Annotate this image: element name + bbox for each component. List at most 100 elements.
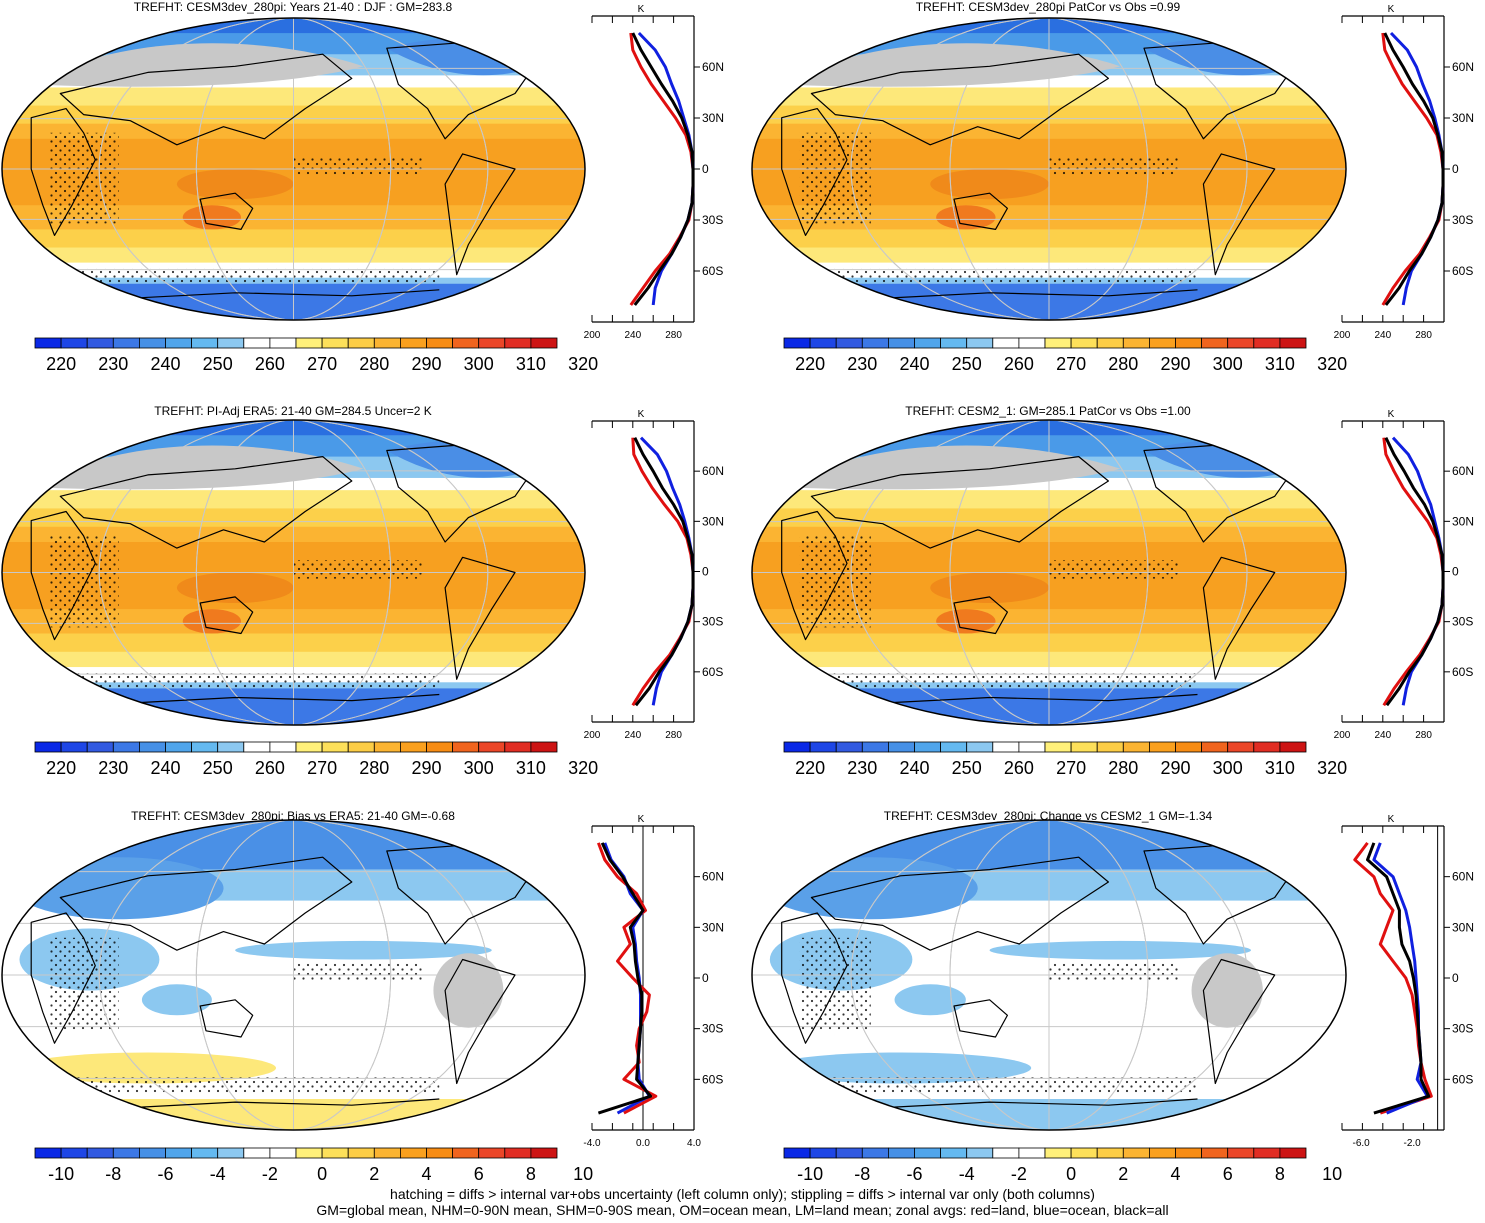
cold-land-region: [31, 43, 364, 87]
map-field: [752, 820, 1346, 1130]
stippling: [48, 132, 119, 224]
zonal-all-line: [1366, 842, 1431, 1115]
colorbar-swatch: [530, 1147, 558, 1159]
colorbar-swatch: [373, 337, 401, 349]
colorbar-swatch: [1044, 1147, 1072, 1159]
zonal-lat-label: 30S: [702, 615, 723, 629]
colorbar-swatch: [426, 741, 454, 753]
colorbar-swatch: [1253, 337, 1281, 349]
graticule-line: [195, 18, 392, 320]
colorbar-swatch: [1227, 337, 1255, 349]
stippling: [781, 673, 1198, 689]
colorbar-swatch: [426, 337, 454, 349]
colorbar-tick-label: 230: [98, 354, 128, 374]
colorbar-swatch: [835, 337, 863, 349]
stippling: [293, 156, 422, 176]
coastline: [199, 999, 254, 1038]
colorbar-tick-label: 2: [1118, 1164, 1128, 1184]
cold-land-region: [781, 43, 1121, 87]
colorbar-tick-label: 220: [795, 354, 825, 374]
stippling: [781, 1077, 1198, 1093]
colorbar-swatch: [347, 337, 375, 349]
colorbar-tick-label: 290: [411, 758, 441, 778]
colorbar-tick-label: 300: [1213, 758, 1243, 778]
colorbar-swatch: [992, 741, 1020, 753]
colorbar-swatch: [112, 1147, 140, 1159]
colorbar-swatch: [1175, 1147, 1203, 1159]
warm-pool: [182, 609, 242, 634]
colorbar-swatch: [86, 741, 114, 753]
colorbar-tick-label: 250: [952, 354, 982, 374]
coastline: [199, 596, 254, 635]
colorbar-swatch: [940, 337, 968, 349]
diff-patch: [894, 984, 966, 1016]
stippling: [293, 560, 422, 579]
zonal-ocean-line: [1389, 31, 1445, 306]
map-field: [2, 420, 585, 725]
zonal-lat-label: 60S: [702, 264, 723, 278]
map-outline: [1, 819, 586, 1131]
colorbar-swatch: [1201, 1147, 1229, 1159]
warm-pool: [182, 205, 242, 230]
colorbar-swatch: [530, 741, 558, 753]
zonal-lat-label: 30N: [1452, 920, 1474, 934]
zonal-all-line: [1383, 32, 1445, 306]
coastline: [30, 912, 96, 1044]
panel-title: TREFHT: CESM3dev_280pi PatCor vs Obs =0.…: [916, 0, 1181, 14]
warm-pool: [930, 169, 1049, 200]
colorbar-tick-label: 310: [516, 758, 546, 778]
stippling: [1049, 962, 1180, 982]
colorbar-tick-label: 280: [359, 758, 389, 778]
colorbar-swatch: [112, 337, 140, 349]
stippling: [799, 937, 871, 1031]
graticule-line: [949, 420, 1149, 725]
colorbar-tick-label: 300: [1213, 354, 1243, 374]
colorbar-tick-label: 290: [1160, 758, 1190, 778]
colorbar-swatch: [243, 1147, 271, 1159]
zonal-lat-label: 60S: [1452, 264, 1473, 278]
zonal-unit-label: K: [638, 814, 645, 825]
colorbar-tick-label: 260: [255, 354, 285, 374]
colorbar-swatch: [1201, 337, 1229, 349]
colorbar-tick-label: 240: [899, 758, 929, 778]
footer-line-1: hatching = diffs > internal var+obs unce…: [390, 1186, 1095, 1202]
colorbar-swatch: [243, 741, 271, 753]
zonal-x-label: 4.0: [687, 1138, 701, 1149]
coastline: [870, 693, 1198, 705]
colorbar-swatch: [888, 741, 915, 753]
zonal-unit-label: K: [638, 409, 645, 420]
coastline: [953, 192, 1008, 230]
colorbar-swatch: [295, 741, 323, 753]
colorbar-swatch: [321, 741, 349, 753]
colorbar-swatch: [1070, 337, 1098, 349]
stippling: [1049, 156, 1180, 176]
zonal-lat-label: 60N: [702, 464, 724, 478]
zonal-lat-label: 0: [1452, 565, 1459, 579]
zonal-lat-label: 0: [702, 971, 709, 985]
colorbar-tick-label: -10: [48, 1164, 74, 1184]
colorbar-swatch: [1227, 741, 1255, 753]
colorbar-tick-label: -2: [262, 1164, 278, 1184]
zonal-x-label: 200: [584, 330, 601, 341]
zonal-lat-label: 60N: [1452, 60, 1474, 74]
zonal-x-label: 280: [665, 730, 682, 741]
coastline: [118, 289, 440, 300]
stippling: [31, 268, 440, 284]
colorbar-tick-label: 240: [899, 354, 929, 374]
colorbar-swatch: [452, 337, 480, 349]
colorbar-swatch: [138, 337, 166, 349]
coastline: [1202, 958, 1276, 1085]
colorbar-swatch: [1096, 1147, 1124, 1159]
zonal-lat-label: 30N: [702, 514, 724, 528]
graticule-line: [98, 18, 489, 320]
colorbar-tick-label: -8: [854, 1164, 870, 1184]
panel-title: TREFHT: PI-Adj ERA5: 21-40 GM=284.5 Unce…: [154, 404, 431, 418]
graticule-line: [98, 420, 489, 725]
coastline: [781, 912, 848, 1044]
graticule-line: [850, 820, 1248, 1130]
colorbar-swatch: [1253, 741, 1281, 753]
map-field: [752, 420, 1346, 725]
colorbar-tick-label: 230: [847, 354, 877, 374]
colorbar-swatch: [217, 741, 245, 753]
warm-pool: [176, 169, 294, 200]
